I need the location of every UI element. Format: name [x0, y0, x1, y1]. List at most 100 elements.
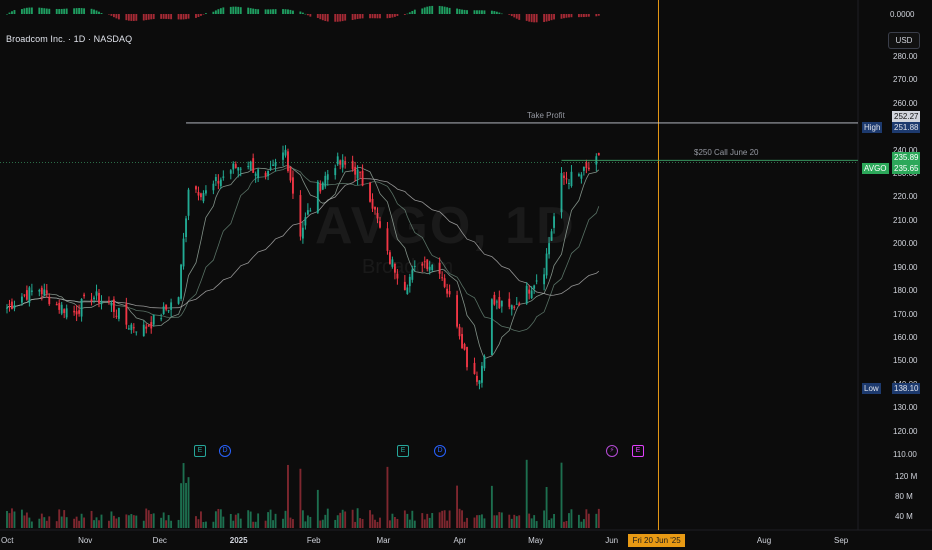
price-badge-value: 251.88	[892, 121, 921, 133]
oscillator-bar	[550, 14, 553, 21]
oscillator-bar	[287, 9, 289, 14]
oscillator-bar	[40, 7, 43, 14]
candle-body	[403, 281, 406, 290]
candle-body	[125, 303, 128, 325]
oscillator-bar	[441, 6, 444, 14]
oscillator-bar	[359, 14, 362, 19]
candle-body	[580, 174, 583, 179]
candle-body	[160, 318, 163, 320]
price-tick-label: 270.00	[893, 75, 918, 85]
candle-body	[132, 327, 135, 329]
candle-body	[577, 174, 580, 176]
price-tick-label: 210.00	[893, 215, 918, 225]
candle-body	[30, 290, 33, 292]
oscillator-bar	[117, 14, 120, 20]
candle-body	[306, 210, 309, 215]
oscillator-bar	[234, 6, 237, 14]
volume-bar	[374, 519, 376, 528]
volume-bar	[58, 509, 61, 528]
oscillator-bar	[282, 9, 284, 14]
volume-bar	[408, 519, 411, 528]
candle-body	[508, 298, 511, 307]
candle-body	[393, 264, 396, 273]
volume-bar	[565, 520, 568, 528]
oscillator-bar	[518, 14, 521, 20]
volume-bar	[406, 513, 409, 528]
volume-bar	[222, 516, 225, 528]
candle-body	[272, 164, 274, 166]
event-marker[interactable]: D	[434, 445, 446, 457]
volume-bar	[274, 513, 277, 528]
volume-bar	[441, 510, 444, 528]
candle-body	[336, 156, 339, 165]
volume-bar	[448, 510, 451, 528]
oscillator-bar	[187, 14, 190, 19]
oscillator-bar	[63, 8, 66, 14]
oscillator-bar	[476, 10, 478, 14]
volume-tick-label: 40 M	[895, 512, 913, 521]
price-badge-value: 252.27	[892, 110, 921, 122]
volume-bar	[388, 520, 391, 528]
volume-bar	[219, 509, 222, 528]
dividend-flash-icon[interactable]: ⚡	[606, 445, 618, 457]
oscillator-bar	[319, 14, 322, 20]
volume-bar	[299, 468, 302, 528]
oscillator-bar	[13, 10, 16, 14]
oscillator-bar	[421, 8, 424, 14]
oscillator-bar	[580, 14, 583, 18]
candle-body	[548, 243, 551, 255]
candle-body	[443, 278, 446, 287]
candle-body	[396, 273, 399, 279]
volume-bar	[160, 517, 163, 528]
currency-button[interactable]: USD	[888, 32, 920, 49]
oscillator-bar	[257, 9, 260, 14]
volume-bar	[361, 519, 364, 528]
volume-bar	[344, 511, 347, 528]
event-marker[interactable]: D	[219, 445, 231, 457]
volume-bar	[38, 518, 41, 528]
candle-body	[43, 289, 46, 296]
chart-grid	[0, 0, 932, 531]
candle-body	[284, 149, 287, 156]
candle-body	[147, 325, 150, 327]
candle-body	[446, 288, 449, 294]
event-marker[interactable]: E	[632, 445, 644, 457]
volume-bar	[411, 510, 414, 528]
candle-body	[413, 265, 416, 267]
oscillator-bar	[344, 14, 347, 21]
volume-bar	[232, 520, 235, 528]
oscillator-bar	[393, 14, 396, 17]
candle-body	[319, 183, 322, 192]
volume-bar	[110, 511, 113, 528]
oscillator-bar	[217, 9, 220, 14]
candle-body	[597, 152, 600, 156]
volume-bar	[78, 520, 81, 528]
volume-bar	[466, 517, 468, 528]
volume-bar	[446, 520, 449, 528]
volume-bar	[165, 520, 168, 528]
volume-bar	[73, 518, 76, 528]
oscillator-bar	[438, 5, 441, 14]
volume-bar	[200, 511, 202, 528]
candle-body	[498, 296, 501, 309]
candle-body	[481, 365, 483, 383]
oscillator-bar	[341, 14, 344, 22]
price-tick-label: 130.00	[893, 403, 918, 413]
event-marker[interactable]: E	[194, 445, 206, 457]
volume-bar	[595, 513, 598, 528]
oscillator-bar	[269, 9, 272, 14]
oscillator-bar	[545, 14, 548, 22]
candle-body	[222, 176, 225, 178]
oscillator-bar	[8, 12, 11, 14]
volume-bar	[301, 510, 304, 528]
volume-bar	[369, 510, 371, 528]
candle-body	[165, 304, 168, 310]
volume-bar	[112, 515, 115, 528]
oscillator-bar	[80, 8, 83, 14]
volume-bar	[63, 510, 66, 528]
oscillator-bar	[388, 14, 391, 18]
volume-bar	[553, 513, 555, 528]
volume-bar	[438, 512, 441, 528]
event-marker[interactable]: E	[397, 445, 409, 457]
